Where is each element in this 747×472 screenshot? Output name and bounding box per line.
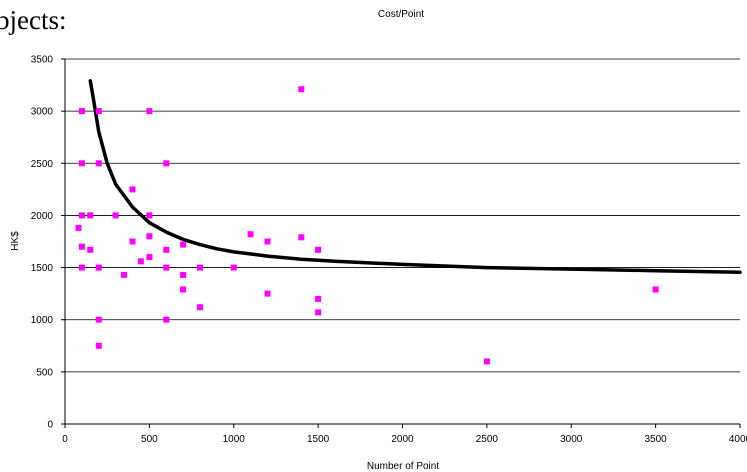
y-axis-label: HK$ [10, 231, 21, 251]
data-point [95, 342, 102, 349]
y-tick-label: 500 [36, 367, 53, 378]
data-point [230, 264, 237, 271]
data-point [87, 212, 94, 219]
data-point [129, 238, 136, 245]
data-point [146, 108, 153, 115]
data-point [163, 264, 170, 271]
data-point [129, 186, 136, 193]
data-point [146, 233, 153, 240]
x-axis-label: Number of Point [367, 461, 439, 472]
data-point [121, 271, 128, 278]
page-fragment-text: bjects: [0, 5, 67, 35]
y-tick-label: 3500 [31, 55, 54, 66]
data-point [146, 212, 153, 219]
data-point [264, 290, 271, 297]
data-point [146, 254, 153, 261]
data-point [315, 309, 322, 316]
data-point [137, 258, 144, 265]
x-tick-label: 1000 [223, 434, 246, 445]
data-point [298, 86, 305, 93]
grid-lines [65, 58, 740, 373]
y-tick-label: 1000 [31, 315, 54, 326]
data-points [75, 86, 659, 365]
data-point [652, 286, 659, 293]
y-tick-label: 2000 [31, 211, 54, 222]
y-tick-label: 3000 [31, 107, 54, 118]
y-axis-ticks: 0 500 1000 1500 2000 2500 3000 3500 [31, 55, 65, 431]
data-point [95, 108, 102, 115]
x-tick-label: 0 [62, 434, 68, 445]
x-axis-ticks: 0 500 1000 1500 2000 2500 3000 3500 4000 [62, 424, 747, 445]
data-point [180, 241, 187, 248]
data-point [75, 224, 82, 231]
data-point [78, 212, 85, 219]
chart-title: Cost/Point [378, 9, 424, 20]
x-tick-label: 2000 [391, 434, 414, 445]
data-point [112, 212, 119, 219]
x-tick-label: 2500 [476, 434, 499, 445]
x-tick-label: 4000 [729, 434, 747, 445]
data-point [78, 264, 85, 271]
data-point [315, 295, 322, 302]
data-point [197, 304, 203, 311]
y-tick-label: 1500 [31, 263, 54, 274]
x-tick-label: 1500 [307, 434, 330, 445]
data-point [78, 108, 85, 115]
data-point [264, 238, 271, 245]
data-point [180, 271, 187, 278]
data-point [95, 316, 102, 323]
data-point [163, 246, 170, 253]
data-point [197, 264, 203, 271]
y-tick-label: 0 [47, 420, 53, 431]
x-tick-label: 3000 [560, 434, 583, 445]
data-point [95, 264, 102, 271]
x-tick-label: 3500 [645, 434, 668, 445]
y-tick-label: 2500 [31, 159, 54, 170]
data-point [163, 316, 170, 323]
data-point [180, 286, 187, 293]
data-point [163, 160, 170, 167]
data-point [298, 234, 305, 241]
data-point [78, 160, 85, 167]
data-point [247, 231, 254, 238]
data-point [87, 246, 94, 253]
data-point [315, 246, 322, 253]
data-point [78, 243, 85, 250]
data-point [95, 160, 102, 167]
x-tick-label: 500 [141, 434, 158, 445]
data-point [483, 358, 490, 365]
trend-line [88, 79, 742, 275]
